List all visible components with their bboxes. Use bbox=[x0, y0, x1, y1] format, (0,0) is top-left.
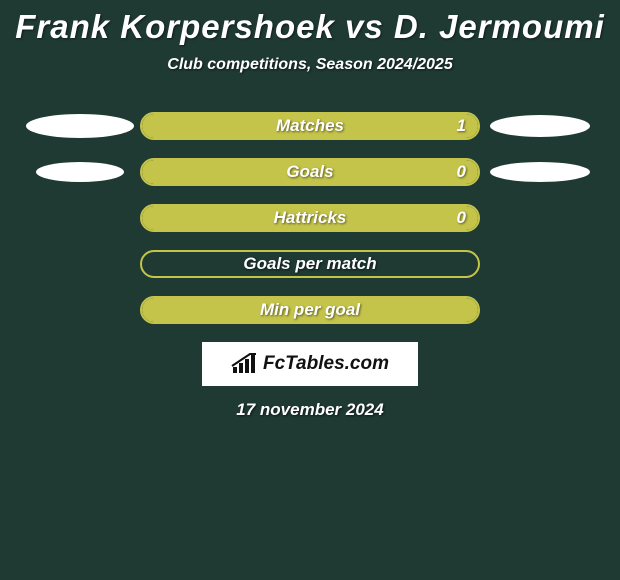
stat-bar: Matches 1 bbox=[140, 112, 480, 140]
left-ellipse bbox=[36, 162, 124, 182]
stat-bar-value-right: 0 bbox=[457, 208, 466, 228]
stat-bar: Goals 0 bbox=[140, 158, 480, 186]
stat-row: Matches 1 bbox=[0, 112, 620, 140]
left-side bbox=[20, 114, 140, 138]
logo-box: FcTables.com bbox=[202, 342, 418, 386]
subtitle: Club competitions, Season 2024/2025 bbox=[0, 56, 620, 74]
stat-bar-value-right: 0 bbox=[457, 162, 466, 182]
page-title: Frank Korpershoek vs D. Jermoumi bbox=[0, 0, 620, 46]
stat-bar-label: Goals bbox=[286, 162, 333, 182]
right-ellipse bbox=[490, 115, 590, 137]
left-side bbox=[20, 162, 140, 182]
right-side bbox=[480, 115, 600, 137]
stat-bar-value-right: 1 bbox=[457, 116, 466, 136]
stat-row: Min per goal bbox=[0, 296, 620, 324]
logo-text: FcTables.com bbox=[263, 353, 389, 375]
stat-bar: Min per goal bbox=[140, 296, 480, 324]
stat-bar-label: Goals per match bbox=[243, 254, 376, 274]
stat-row: Goals per match bbox=[0, 250, 620, 278]
stat-bar: Goals per match bbox=[140, 250, 480, 278]
stat-bar-label: Matches bbox=[276, 116, 344, 136]
date-text: 17 november 2024 bbox=[0, 400, 620, 420]
logo-chart-icon bbox=[231, 353, 257, 375]
left-ellipse bbox=[26, 114, 134, 138]
stat-row: Goals 0 bbox=[0, 158, 620, 186]
stat-bar: Hattricks 0 bbox=[140, 204, 480, 232]
right-side bbox=[480, 162, 600, 182]
stat-row: Hattricks 0 bbox=[0, 204, 620, 232]
right-ellipse bbox=[490, 162, 590, 182]
stat-bar-label: Min per goal bbox=[260, 300, 360, 320]
stat-rows: Matches 1 Goals 0 Hattricks 0 Goals per match M… bbox=[0, 112, 620, 324]
content-container: Frank Korpershoek vs D. Jermoumi Club co… bbox=[0, 0, 620, 420]
stat-bar-label: Hattricks bbox=[274, 208, 347, 228]
